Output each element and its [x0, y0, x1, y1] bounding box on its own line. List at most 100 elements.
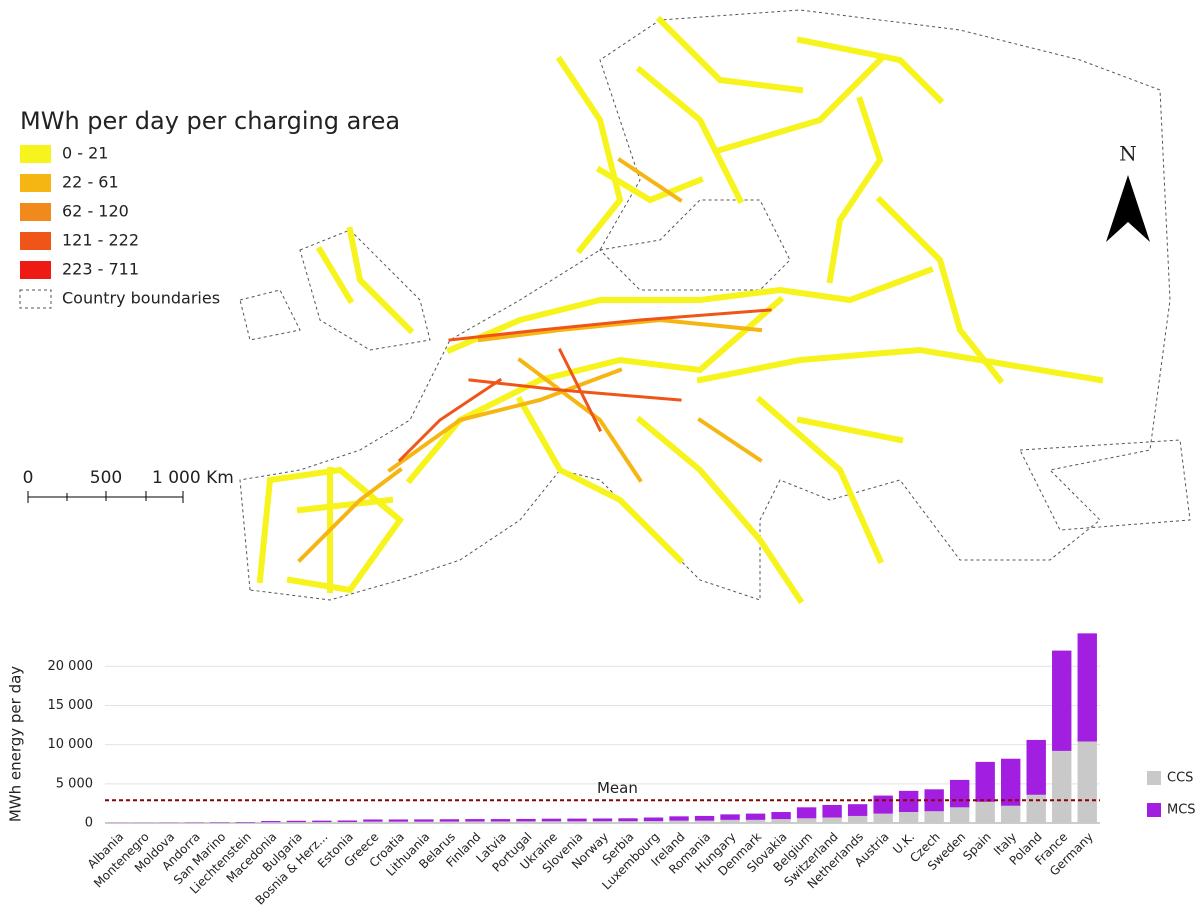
bar-segment	[771, 819, 791, 823]
bar-segment	[1026, 739, 1046, 795]
bar-segment	[873, 795, 893, 814]
bar-segment	[567, 818, 587, 822]
bar-segment	[898, 812, 919, 823]
bar-segment	[822, 817, 842, 823]
bar-segment	[286, 820, 307, 823]
legend-swatch	[1147, 803, 1161, 817]
bar-segment	[669, 820, 689, 823]
bar-segment	[388, 821, 409, 823]
bar-segment	[618, 821, 638, 823]
bar-segment	[465, 819, 485, 822]
bar-segment	[720, 814, 740, 820]
bar-segment	[592, 821, 613, 823]
bar-segment	[975, 761, 995, 802]
bar-segment	[261, 821, 281, 823]
bar-segment	[363, 819, 383, 822]
y-tick-label: 0	[85, 816, 93, 831]
north-label: N	[1119, 142, 1137, 166]
legend-swatch	[20, 232, 51, 250]
legend-swatch	[20, 203, 51, 221]
bar-segment	[822, 804, 842, 818]
y-tick-label: 10 000	[48, 737, 94, 752]
north-arrow-shape	[1106, 175, 1150, 242]
bar-segment	[465, 821, 485, 823]
bar-segment	[516, 818, 536, 822]
mean-label: Mean	[597, 779, 638, 797]
bar-segment	[490, 821, 511, 823]
north-arrow: N	[1106, 142, 1150, 242]
bar-segment	[975, 801, 995, 823]
bar-segment	[847, 815, 868, 823]
bar-segment	[745, 819, 766, 823]
bar-segment	[261, 822, 281, 823]
bar-segment	[847, 804, 868, 816]
bar-segment	[541, 818, 562, 822]
bar-segment	[924, 811, 944, 823]
scale-label: 0	[23, 468, 34, 488]
bar-segment	[618, 818, 638, 822]
bar-segment	[694, 815, 715, 821]
scale-label: 500	[90, 468, 122, 488]
bar-segment	[516, 821, 536, 823]
map: MWh per day per charging area 0 - 21 22 -…	[19, 9, 1191, 605]
bar-segment	[490, 819, 511, 822]
legend-label: 121 - 222	[62, 231, 139, 250]
bar-segment	[1077, 741, 1097, 823]
y-tick-label: 5 000	[56, 776, 93, 791]
bar-segment	[771, 812, 791, 820]
legend-title: MWh per day per charging area	[20, 107, 400, 135]
country-boundaries	[239, 9, 1191, 601]
legend-swatch	[20, 174, 51, 192]
bar-segment	[949, 807, 970, 823]
legend-swatch	[20, 145, 51, 163]
legend: 0 - 21 22 - 61 62 - 120 121 - 222 223 - 711 C…	[19, 144, 220, 309]
bar-segment	[541, 821, 562, 823]
bar-segment	[898, 790, 919, 813]
bar-segment	[720, 819, 740, 823]
legend-label: 62 - 120	[62, 202, 129, 221]
legend-label: 0 - 21	[62, 144, 108, 163]
bar-segment	[235, 822, 256, 823]
legend-swatch	[1147, 771, 1161, 785]
bar-segment	[1001, 805, 1021, 823]
legend-swatch	[20, 261, 51, 279]
bar-segment	[1052, 650, 1072, 751]
bar-segment	[643, 817, 664, 822]
bar-segment	[388, 819, 409, 822]
bar-segment	[592, 818, 613, 822]
bar-segment	[337, 821, 358, 823]
legend-swatch	[19, 289, 52, 309]
bar-segment	[567, 821, 587, 823]
bar-segment	[949, 779, 970, 808]
bar-chart: MWh energy per day 0 5 000 10 000 15 000 20 …	[7, 633, 1196, 908]
scale-bar: 0 500 1 000 Km	[23, 468, 234, 503]
bar-segment	[669, 816, 689, 821]
bar-segment	[414, 821, 434, 823]
bar-segment	[1026, 794, 1046, 823]
legend-label: CCS	[1167, 771, 1193, 786]
y-tick-label: 20 000	[48, 659, 94, 674]
bar-segment	[439, 821, 460, 823]
bar-segment	[337, 820, 358, 822]
bar-segment	[286, 822, 307, 823]
road	[297, 157, 763, 563]
legend-label: Country boundaries	[62, 289, 220, 308]
bar-segment	[694, 820, 715, 823]
bar-segment	[312, 822, 332, 823]
bar-segment	[363, 821, 383, 823]
bar-segment	[439, 819, 460, 822]
bar-segment	[796, 807, 817, 819]
legend-label: MCS	[1167, 803, 1196, 818]
bar-segment	[312, 820, 332, 823]
y-tick-label: 15 000	[48, 698, 94, 713]
scale-label: 1 000 Km	[152, 468, 234, 488]
bar-segment	[1077, 633, 1097, 742]
bar-segment	[796, 818, 817, 823]
road	[397, 308, 772, 463]
bar-segment	[1052, 750, 1072, 823]
bar-segment	[643, 821, 664, 823]
bar-segment	[414, 819, 434, 822]
scale-line	[27, 491, 184, 503]
legend-label: 223 - 711	[62, 260, 139, 279]
